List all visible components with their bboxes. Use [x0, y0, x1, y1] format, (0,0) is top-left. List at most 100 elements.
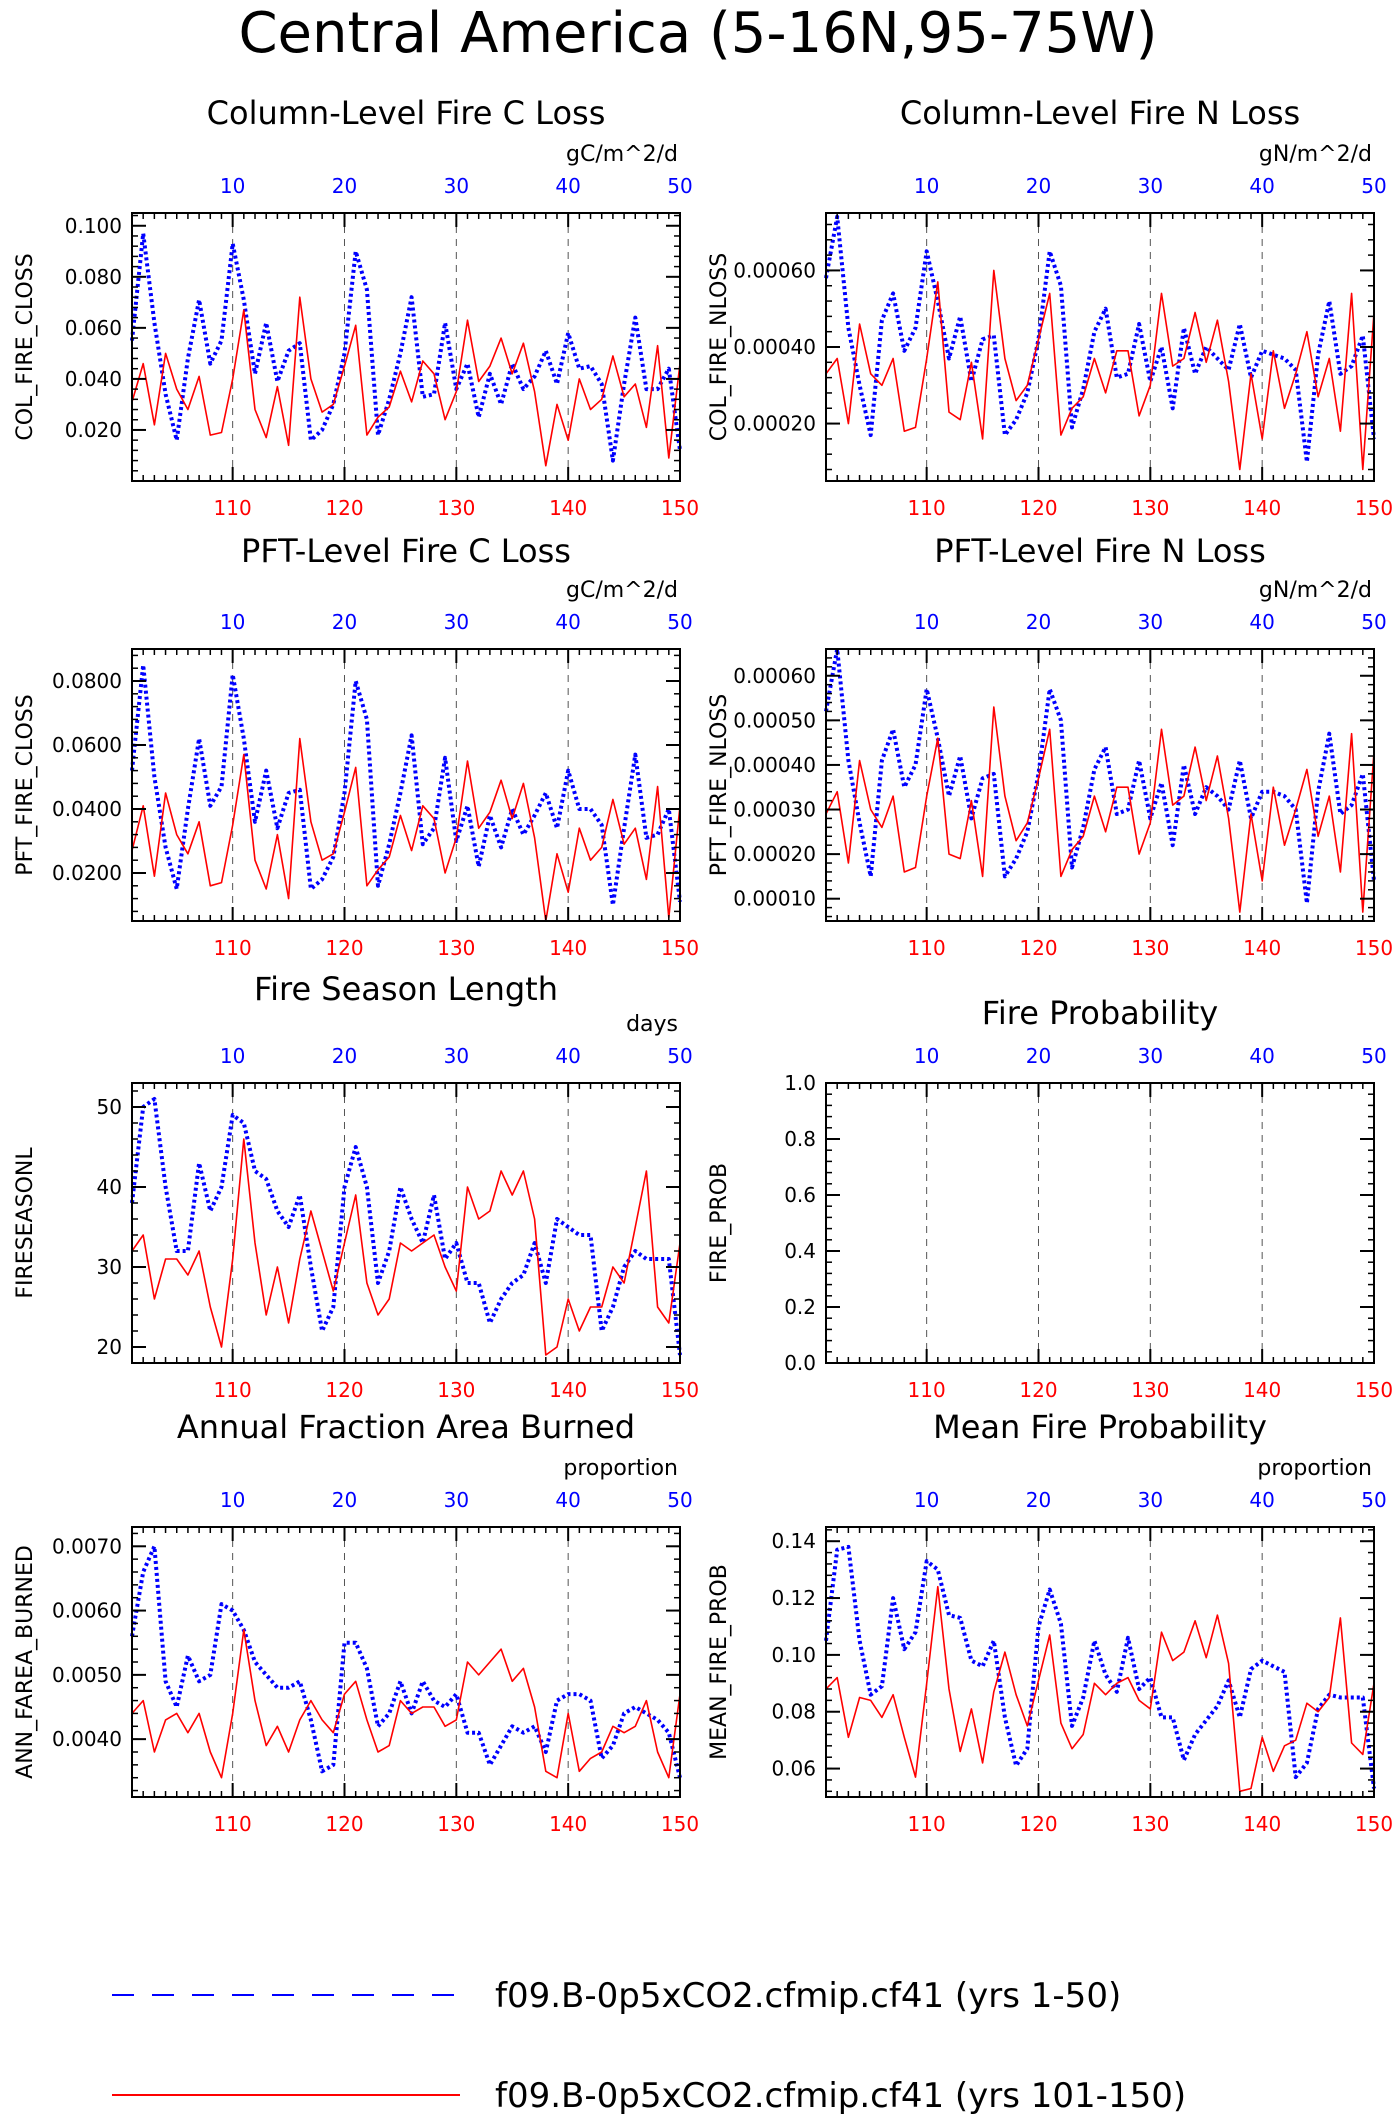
- x-top-tick-label: 40: [1249, 1488, 1274, 1512]
- x-bottom-tick-label: 140: [549, 936, 587, 960]
- x-bottom-tick-label: 110: [908, 1812, 946, 1836]
- x-bottom-tick-label: 120: [1019, 1378, 1057, 1402]
- x-top-tick-label: 20: [1026, 1044, 1051, 1068]
- x-bottom-tick-label: 130: [437, 936, 475, 960]
- x-bottom-tick-label: 140: [1243, 496, 1281, 520]
- series-line-yrs-1-50: [130, 1544, 682, 1779]
- x-bottom-tick-label: 140: [1243, 1378, 1281, 1402]
- y-tick-label: 0.00030: [733, 798, 816, 822]
- y-tick-label: 0.00020: [733, 842, 816, 866]
- y-tick-label: 0.060: [65, 316, 122, 340]
- x-top-tick-label: 10: [220, 1488, 245, 1512]
- x-bottom-tick-label: 130: [1131, 936, 1169, 960]
- y-tick-label: 0.14: [771, 1529, 816, 1553]
- y-tick-label: 0.100: [65, 214, 122, 238]
- panel-title: Column-Level Fire N Loss: [900, 94, 1300, 132]
- y-tick-label: 1.0: [784, 1071, 816, 1095]
- y-tick-label: 0.00060: [733, 258, 816, 282]
- panel-title: PFT-Level Fire C Loss: [241, 532, 571, 570]
- panel-title: PFT-Level Fire N Loss: [934, 532, 1266, 570]
- y-axis-label: COL_FIRE_CLOSS: [13, 253, 38, 440]
- x-bottom-tick-label: 150: [1355, 496, 1393, 520]
- y-tick-label: 0.0200: [52, 861, 122, 885]
- x-top-tick-label: 30: [444, 1488, 469, 1512]
- series-line-yrs-101-150: [825, 1585, 1375, 1793]
- x-bottom-tick-label: 110: [214, 1812, 252, 1836]
- x-top-tick-label: 30: [1138, 1044, 1163, 1068]
- x-bottom-tick-label: 130: [1131, 496, 1169, 520]
- plot-frame: [825, 648, 1375, 922]
- x-bottom-tick-label: 110: [214, 936, 252, 960]
- panel-column-level-fire-n-loss: Column-Level Fire N Loss gN/m^2/d 0.00020 0…: [707, 94, 1393, 520]
- x-top-tick-label: 50: [667, 1044, 692, 1068]
- y-tick-label: 0.10: [771, 1643, 816, 1667]
- x-bottom-tick-label: 150: [661, 936, 699, 960]
- x-bottom-tick-label: 150: [661, 496, 699, 520]
- y-axis-label: FIRE_PROB: [707, 1163, 732, 1283]
- x-bottom-tick-label: 110: [214, 1378, 252, 1402]
- panel-pft-level-fire-n-loss: PFT-Level Fire N Loss gN/m^2/d 0.00010 0.00…: [707, 532, 1393, 960]
- units-label: gN/m^2/d: [1259, 578, 1372, 603]
- series-line-yrs-1-50: [130, 1097, 682, 1356]
- x-top-tick-label: 20: [1026, 174, 1051, 198]
- x-top-tick-label: 50: [1361, 1488, 1386, 1512]
- x-top-tick-label: 40: [1249, 174, 1274, 198]
- x-bottom-tick-label: 130: [1131, 1378, 1169, 1402]
- y-tick-label: 0.12: [771, 1586, 816, 1610]
- y-tick-label: 0.080: [65, 265, 122, 289]
- plot-frame: [131, 1082, 681, 1364]
- x-top-tick-label: 20: [1026, 610, 1051, 634]
- x-top-tick-label: 40: [1249, 610, 1274, 634]
- series-line-yrs-1-50: [824, 214, 1376, 464]
- series-line-yrs-1-50: [130, 663, 682, 907]
- units-label: proportion: [563, 1456, 678, 1481]
- y-tick-label: 50: [97, 1095, 122, 1119]
- x-top-tick-label: 40: [555, 610, 580, 634]
- panel-title: Column-Level Fire C Loss: [207, 94, 606, 132]
- x-top-tick-label: 40: [555, 1488, 580, 1512]
- x-top-tick-label: 10: [914, 1488, 939, 1512]
- plot-frame: [825, 1082, 1375, 1364]
- x-top-tick-label: 50: [1361, 174, 1386, 198]
- x-bottom-tick-label: 150: [1355, 1812, 1393, 1836]
- panel-title: Annual Fraction Area Burned: [177, 1408, 635, 1446]
- y-tick-label: 0.0070: [52, 1534, 122, 1558]
- series-line-yrs-101-150: [131, 1138, 681, 1356]
- x-bottom-tick-label: 120: [325, 1812, 363, 1836]
- series-line-yrs-1-50: [824, 1544, 1376, 1789]
- y-tick-label: 0.020: [65, 418, 122, 442]
- panel-title: Fire Season Length: [254, 970, 558, 1008]
- y-axis-label: PFT_FIRE_NLOSS: [707, 694, 732, 876]
- y-tick-label: 0.08: [771, 1700, 816, 1724]
- y-tick-label: 20: [97, 1335, 122, 1359]
- y-tick-label: 0.00020: [733, 412, 816, 436]
- x-bottom-tick-label: 140: [549, 1378, 587, 1402]
- x-top-tick-label: 20: [1026, 1488, 1051, 1512]
- y-tick-label: 0.06: [771, 1757, 816, 1781]
- x-bottom-tick-label: 120: [1019, 936, 1057, 960]
- y-tick-label: 0.0060: [52, 1599, 122, 1623]
- chart-panels: Column-Level Fire C LossgC/m^2/d0.0200.0…: [13, 94, 1393, 1836]
- y-tick-label: 40: [97, 1175, 122, 1199]
- x-bottom-tick-label: 110: [214, 496, 252, 520]
- y-tick-label: 0.00040: [733, 753, 816, 777]
- y-tick-label: 0.4: [784, 1239, 816, 1263]
- y-tick-label: 30: [97, 1255, 122, 1279]
- x-top-tick-label: 20: [332, 1488, 357, 1512]
- y-axis-label: COL_FIRE_NLOSS: [707, 253, 732, 441]
- series-line-yrs-101-150: [131, 737, 681, 922]
- x-bottom-tick-label: 110: [908, 1378, 946, 1402]
- x-top-tick-label: 50: [667, 174, 692, 198]
- x-bottom-tick-label: 140: [549, 496, 587, 520]
- y-tick-label: 0.0040: [52, 1727, 122, 1751]
- panel-column-level-fire-c-loss: Column-Level Fire C Loss gC/m^2/d 0.020 0.0…: [13, 94, 699, 520]
- y-tick-label: 0.00060: [733, 664, 816, 688]
- x-top-tick-label: 30: [1138, 174, 1163, 198]
- x-top-tick-label: 40: [555, 1044, 580, 1068]
- x-bottom-tick-label: 150: [661, 1378, 699, 1402]
- x-top-tick-label: 50: [1361, 610, 1386, 634]
- panel-fire-probability: Fire Probability 0.0 0.2 0.4 0.6 0.8 1.0 FIRE_P…: [707, 994, 1393, 1402]
- x-top-tick-label: 50: [1361, 1044, 1386, 1068]
- y-tick-label: 0.040: [65, 367, 122, 391]
- x-bottom-tick-label: 120: [1019, 1812, 1057, 1836]
